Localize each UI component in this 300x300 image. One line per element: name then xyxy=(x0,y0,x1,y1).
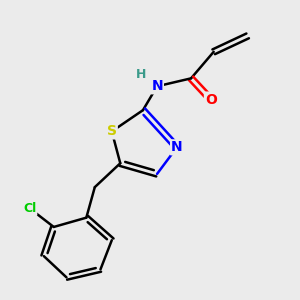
Text: H: H xyxy=(136,68,147,81)
Text: N: N xyxy=(151,79,163,93)
Text: N: N xyxy=(171,140,183,154)
Text: Cl: Cl xyxy=(23,202,36,215)
Text: O: O xyxy=(205,93,217,106)
Text: S: S xyxy=(107,124,117,138)
